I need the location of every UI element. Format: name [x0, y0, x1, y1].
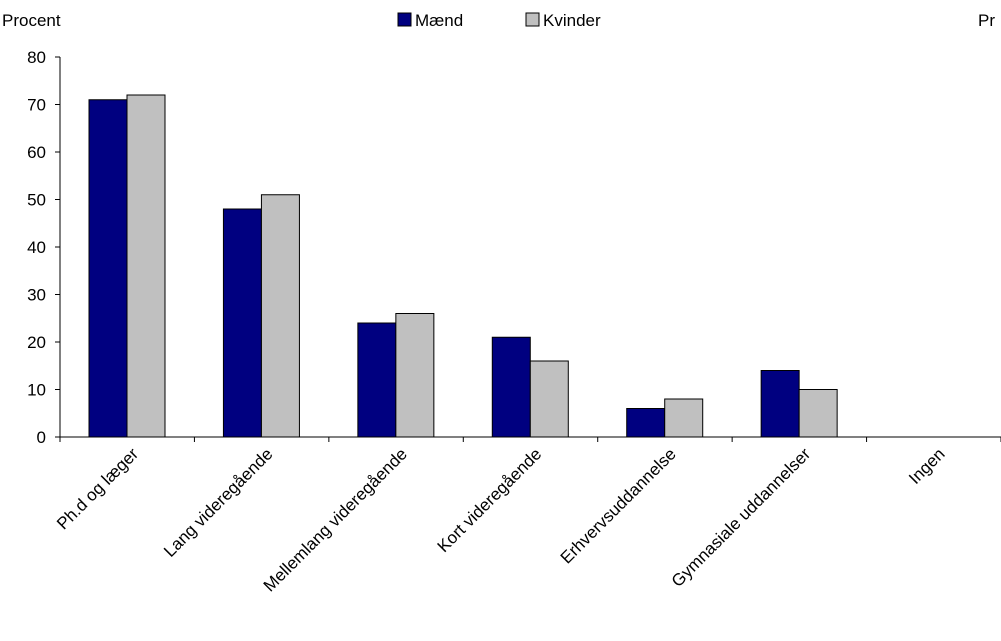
y-tick-label-10: 10: [27, 381, 46, 400]
x-tick-label-0: Ph.d og læger: [53, 444, 142, 533]
plot-area: 0 10 20 30 40 50 60 70 80 Ph.d og læger Lang vider…: [27, 48, 1001, 595]
x-tick-label-2: Mellemlang videregående: [260, 444, 411, 595]
bar-kvinder-2: [395, 313, 435, 438]
y-tick-label-20: 20: [27, 333, 46, 352]
legend: Mænd Kvinder: [397, 11, 601, 30]
legend-swatch-maend: [397, 12, 412, 27]
y-tick-label-70: 70: [27, 96, 46, 115]
x-tick-label-5: Gymnasiale uddannelser: [668, 444, 815, 591]
x-tick-label-4: Erhvervsuddannelse: [557, 444, 680, 567]
x-tick-label-6: Ingen: [905, 444, 949, 488]
legend-label-kvinder: Kvinder: [543, 11, 601, 30]
bar-maend-3: [491, 336, 531, 438]
bar-kvinder-1: [260, 194, 300, 438]
bar-kvinder-4: [664, 398, 704, 438]
y-tick-label-60: 60: [27, 143, 46, 162]
y-axis-label-left: Procent: [2, 11, 61, 30]
bar-kvinder-5: [798, 389, 838, 438]
bar-maend-4: [626, 408, 666, 438]
bar-maend-1: [222, 208, 262, 438]
y-tick-label-0: 0: [37, 428, 46, 447]
bar-kvinder-3: [529, 360, 569, 438]
bar-maend-2: [357, 322, 397, 438]
x-tick-label-3: Kort videregående: [434, 444, 546, 556]
y-tick-label-80: 80: [27, 48, 46, 67]
bar-maend-5: [760, 370, 800, 438]
y-axis-label-right: Pr: [978, 11, 995, 30]
y-tick-label-50: 50: [27, 191, 46, 210]
legend-label-maend: Mænd: [415, 11, 463, 30]
bar-kvinder-0: [126, 94, 166, 438]
x-tick-label-1: Lang videregående: [160, 444, 276, 560]
y-tick-label-40: 40: [27, 238, 46, 257]
legend-swatch-kvinder: [525, 12, 540, 27]
bar-maend-0: [88, 99, 128, 438]
y-tick-label-30: 30: [27, 286, 46, 305]
